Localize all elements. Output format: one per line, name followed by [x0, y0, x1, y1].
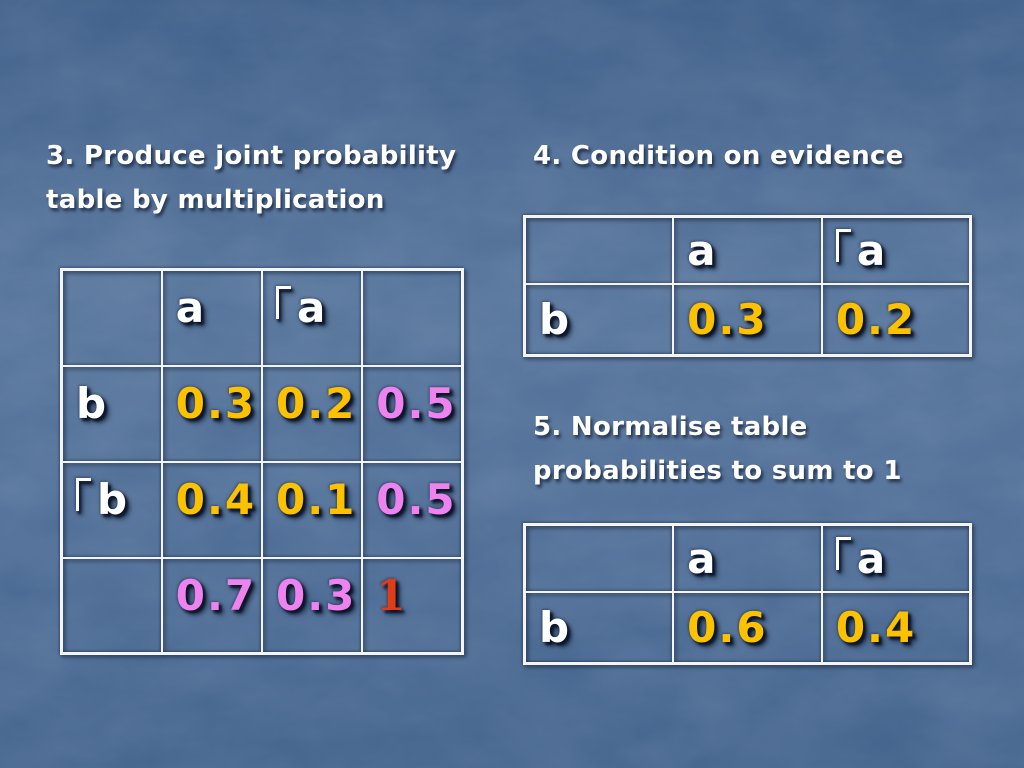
- table-cell-1: 1: [361, 556, 464, 655]
- cell-text: 0.1: [276, 474, 357, 524]
- cell-text: 0.3: [276, 570, 357, 620]
- cell-text: a: [856, 533, 888, 583]
- table-cell-b: b: [523, 590, 675, 665]
- table-cell-empty: [60, 268, 163, 367]
- negation-icon: [835, 536, 851, 570]
- table-row: b 0.3 0.2 0.5: [60, 364, 464, 463]
- cell-text: a: [856, 225, 888, 275]
- negation-icon: [276, 286, 291, 319]
- table-cell-0.6: 0.6: [672, 590, 823, 665]
- cell-text: a: [297, 283, 328, 332]
- cell-text: 0.5: [376, 474, 457, 524]
- table-cell-0.3: 0.3: [260, 556, 364, 655]
- cell-text: b: [539, 602, 572, 652]
- table-cell-not-a: a: [260, 268, 364, 367]
- cell-text: 0.6: [687, 602, 768, 652]
- cell-text: 0.2: [835, 294, 917, 344]
- table-cell-0.4: 0.4: [820, 590, 972, 665]
- negation-icon: [835, 228, 851, 262]
- cell-text: a: [175, 283, 207, 332]
- cell-text: b: [539, 294, 572, 344]
- cell-text: 0.3: [175, 378, 257, 428]
- table-row: b 0.3 0.2: [523, 282, 972, 357]
- table-cell-0.3: 0.3: [672, 282, 823, 357]
- table-cell-b: b: [60, 364, 163, 463]
- step-4-title: 4. Condition on evidence: [533, 134, 993, 178]
- table-cell-empty: [60, 556, 163, 655]
- table-cell-a: a: [160, 268, 264, 367]
- table-cell-0.2: 0.2: [820, 282, 972, 357]
- table-cell-0.5: 0.5: [361, 364, 464, 463]
- normalised-table: a a b 0.6 0.4: [523, 523, 972, 665]
- title-line: table by multiplication: [46, 185, 385, 215]
- cell-text: 1: [376, 570, 408, 620]
- cell-text: 0.3: [687, 294, 768, 344]
- table-cell-empty: [523, 523, 675, 593]
- title-line: 5. Normalise table: [533, 412, 808, 442]
- table-cell-empty: [523, 215, 675, 285]
- cell-text: 0.4: [175, 474, 257, 524]
- cell-text: a: [687, 225, 718, 275]
- step-5-title: 5. Normalise table probabilities to sum t…: [533, 405, 993, 493]
- table-cell-a: a: [672, 215, 823, 285]
- step-3-title: 3. Produce joint probability table by mul…: [46, 134, 536, 222]
- table-cell-0.1: 0.1: [260, 460, 364, 559]
- cell-text: b: [76, 378, 109, 428]
- title-line: 4. Condition on evidence: [533, 141, 904, 171]
- table-cell-a: a: [672, 523, 823, 593]
- conditioned-table: a a b 0.3 0.2: [523, 215, 972, 357]
- table-cell-not-a: a: [820, 523, 972, 593]
- table-cell-0.4: 0.4: [160, 460, 264, 559]
- title-line: 3. Produce joint probability: [46, 141, 457, 171]
- joint-probability-table: a a b 0.3 0.2 0.5 b 0.4 0.1 0.5 0.7 0.3 1: [60, 268, 464, 655]
- table-cell-not-a: a: [820, 215, 972, 285]
- table-cell-empty: [361, 268, 464, 367]
- table-cell-0.2: 0.2: [260, 364, 364, 463]
- table-cell-b: b: [523, 282, 675, 357]
- table-row: b 0.6 0.4: [523, 590, 972, 665]
- table-cell-not-b: b: [60, 460, 163, 559]
- title-line: probabilities to sum to 1: [533, 456, 902, 486]
- table-cell-0.7: 0.7: [160, 556, 264, 655]
- cell-text: 0.5: [376, 378, 457, 428]
- cell-text: 0.2: [276, 378, 357, 428]
- table-row: b 0.4 0.1 0.5: [60, 460, 464, 559]
- cell-text: 0.7: [175, 570, 257, 620]
- negation-icon: [76, 477, 91, 511]
- table-row: 0.7 0.3 1: [60, 556, 464, 655]
- table-cell-0.3: 0.3: [160, 364, 264, 463]
- table-cell-0.5: 0.5: [361, 460, 464, 559]
- cell-text: a: [687, 533, 718, 583]
- cell-text: 0.4: [835, 602, 917, 652]
- cell-text: b: [97, 474, 130, 524]
